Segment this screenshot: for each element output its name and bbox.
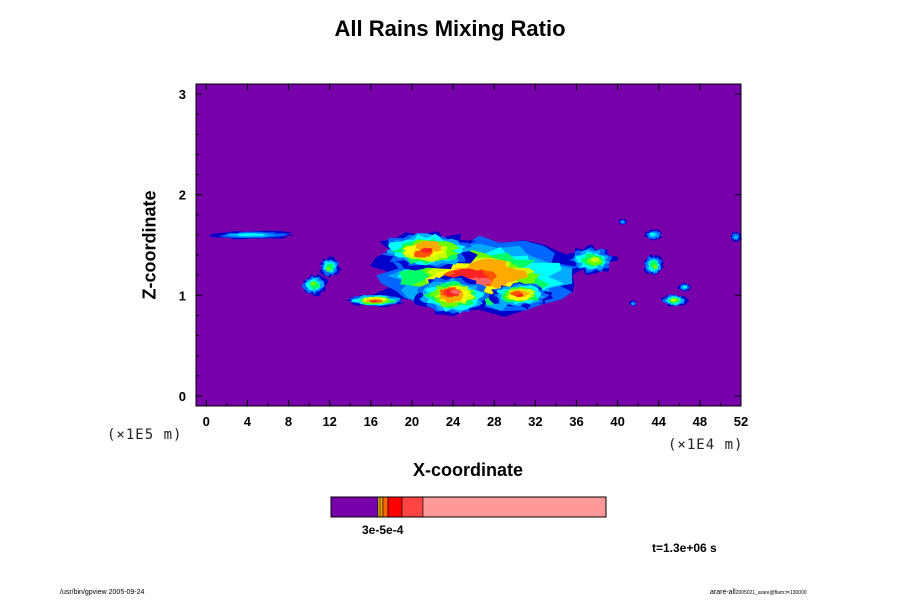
y-axis-label: Z-coordinate: [139, 190, 160, 300]
rain-contour: [515, 293, 524, 297]
rain-contour: [450, 289, 460, 295]
y-tick-label: 1: [179, 288, 186, 303]
x-tick-label: 20: [405, 414, 419, 429]
rain-contour: [235, 233, 265, 237]
x-tick-label: 8: [285, 414, 292, 429]
rain-contour: [733, 235, 739, 240]
y-tick-label: 0: [179, 389, 186, 404]
x-tick-label: 44: [652, 414, 667, 429]
rain-contour: [589, 257, 600, 263]
rain-contour: [652, 264, 658, 270]
rain-contour: [620, 220, 625, 224]
x-tick-label: 48: [693, 414, 707, 429]
rain-contour: [670, 298, 676, 302]
x-axis-unit: (×1E4 m): [668, 437, 744, 453]
colorbar-segment: [422, 496, 607, 518]
x-tick-label: 40: [610, 414, 624, 429]
colorbar-tick-labels: 3e-5e-4: [362, 523, 404, 537]
y-axis-unit: (×1E5 m): [107, 427, 183, 443]
colorbar-segment: [401, 496, 424, 518]
rain-contour: [630, 302, 635, 306]
x-tick-label: 28: [487, 414, 501, 429]
rain-field: [196, 84, 742, 406]
x-tick-label: 36: [569, 414, 583, 429]
x-tick-label: 16: [364, 414, 378, 429]
colorbar-segment: [330, 496, 379, 518]
colorbar-segment: [382, 496, 389, 518]
colorbar-segment: [379, 496, 384, 518]
x-tick-label: 12: [322, 414, 336, 429]
rain-contour: [649, 232, 656, 236]
x-tick-label: 0: [203, 414, 210, 429]
y-tick-label: 3: [179, 87, 186, 102]
footer-file: arare-all2005021_arare@flam:t=130000: [710, 589, 807, 596]
x-tick-label: 4: [244, 414, 252, 429]
colorbar-frame: [330, 496, 607, 518]
rain-contour: [369, 300, 378, 303]
y-tick-label: 2: [179, 188, 186, 203]
x-tick-label: 24: [446, 414, 461, 429]
rain-contour: [420, 247, 434, 253]
time-label: t=1.3e+06 s: [652, 541, 717, 555]
colorbar: [330, 496, 607, 518]
chart-title: All Rains Mixing Ratio: [334, 16, 566, 41]
x-tick-label: 32: [528, 414, 542, 429]
plot-frame: [195, 83, 742, 407]
colorbar-segment: [387, 496, 403, 518]
rain-contour: [310, 281, 317, 286]
rain-contour: [683, 285, 688, 289]
x-axis-label: X-coordinate: [412, 460, 523, 480]
footer-file-small: 2005021_arare@flam:t=130000: [735, 590, 807, 596]
rain-contour: [326, 266, 331, 272]
footer-command: /usr/bin/gpview 2005-09-24: [60, 589, 145, 596]
footer-file-main: arare-all: [710, 589, 736, 596]
x-tick-label: 52: [734, 414, 748, 429]
